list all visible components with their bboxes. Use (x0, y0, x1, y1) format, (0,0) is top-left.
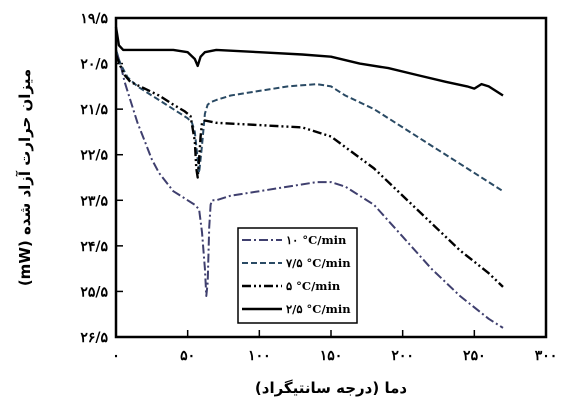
y-tick-label: ۲۲/۵ (80, 148, 108, 164)
y-tick-label: ۲۴/۵ (80, 239, 108, 255)
y-tick-label: ۲۳/۵ (80, 193, 108, 209)
y-tick-label: ۱۹/۵ (80, 11, 108, 27)
plot-frame (114, 16, 548, 339)
legend-box (237, 227, 358, 324)
series-line-0 (115, 49, 504, 329)
x-tick-label: ۵۰ (180, 348, 195, 364)
legend-label-1: ۷/۵ °C/min (285, 256, 351, 270)
legend-label-2: ۵ °C/min (286, 279, 341, 293)
y-tick-label: ۲۰/۵ (80, 57, 108, 73)
legend-label-3: ۲/۵ °C/min (286, 302, 351, 316)
series-line-3 (114, 26, 504, 97)
series-line-2 (114, 54, 504, 288)
series-lines (114, 26, 504, 329)
y-ticks: ۱۹/۵ ۲۰/۵ ۲۱/۵ ۲۲/۵ ۲۳/۵ ۲۴/۵ ۲۵/۵ ۲۶/۵ (80, 11, 123, 346)
y-axis-title: میزان حرارت آزاد شده (mW) (16, 69, 34, 286)
y-tick-label: ۲۱/۵ (80, 102, 108, 118)
x-tick-label: ۲۰۰ (391, 348, 414, 364)
x-tick-label: ۰ (112, 348, 120, 364)
y-tick-label: ۲۶/۵ (80, 330, 108, 346)
x-axis-title: دما (درجه سانتیگراد) (255, 379, 407, 397)
x-tick-label: ۲۵۰ (463, 348, 486, 364)
x-tick-label: ۱۵۰ (320, 348, 343, 364)
x-tick-label: ۳۰۰ (535, 348, 558, 364)
legend-label-0: ۱۰ °C/min (286, 233, 347, 247)
legend: ۱۰ °C/min ۷/۵ °C/min ۵ °C/min ۲/۵ °C/min (237, 227, 358, 324)
y-tick-label: ۲۵/۵ (80, 284, 108, 300)
x-ticks: ۰ ۵۰ ۱۰۰ ۱۵۰ ۲۰۰ ۲۵۰ ۳۰۰ (112, 330, 557, 364)
series-line-1 (115, 49, 504, 193)
x-tick-label: ۱۰۰ (248, 348, 271, 364)
